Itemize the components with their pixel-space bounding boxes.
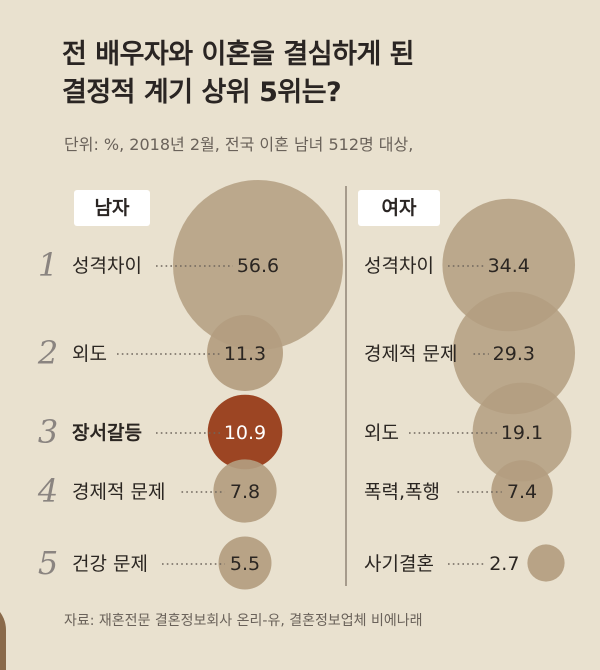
women-bubble-3	[472, 382, 572, 482]
women-category-4: 폭력,폭행	[364, 481, 440, 503]
women-value-4: 7.4	[507, 481, 537, 503]
rank-2: 2	[37, 334, 58, 372]
men-category-5: 건강 문제	[72, 553, 148, 575]
women-category-3: 외도	[364, 422, 399, 444]
women-bubble-5	[527, 544, 565, 582]
men-value-4: 7.8	[230, 481, 260, 503]
men-category-3: 장서갈등	[72, 422, 142, 444]
men-panel-label: 남자	[74, 190, 150, 226]
decorative-corner	[0, 600, 6, 670]
men-value-3: 10.9	[224, 422, 266, 444]
title-line-2: 결정적 계기 상위 5위는?	[62, 77, 342, 108]
women-value-2: 29.3	[493, 343, 535, 365]
women-value-3: 19.1	[501, 422, 543, 444]
chart-title: 전 배우자와 이혼을 결심하게 된 결정적 계기 상위 5위는?	[62, 36, 582, 112]
men-category-2: 외도	[72, 343, 107, 365]
source-note: 자료: 재혼전문 결혼정보회사 온리-유, 결혼정보업체 비에나래	[64, 613, 423, 629]
women-bubble-1	[442, 198, 576, 332]
women-category-5: 사기결혼	[364, 553, 434, 575]
men-category-1: 성격차이	[72, 255, 142, 277]
men-bubble-4	[213, 459, 277, 523]
women-value-5: 2.7	[489, 553, 519, 575]
title-line-1: 전 배우자와 이혼을 결심하게 된	[62, 39, 415, 70]
women-category-1: 성격차이	[364, 255, 434, 277]
men-bubble-2	[207, 315, 283, 391]
rank-3: 3	[38, 413, 58, 451]
men-value-2: 11.3	[224, 343, 266, 365]
rank-4: 4	[37, 472, 58, 510]
women-bubble-2	[452, 291, 576, 415]
unit-note: 단위: %, 2018년 2월, 전국 이혼 남녀 512명 대상,	[64, 135, 414, 154]
women-bubble-4	[491, 460, 553, 522]
men-bubble-3	[207, 394, 283, 470]
men-bubble-5	[218, 536, 272, 590]
men-value-1: 56.6	[237, 255, 279, 277]
women-value-1: 34.4	[488, 255, 530, 277]
rank-1: 1	[38, 246, 58, 284]
men-bubble-1	[173, 180, 343, 350]
men-category-4: 경제적 문제	[72, 481, 165, 503]
panel-divider	[345, 186, 347, 586]
bubble-chart: 1 성격차이 56.6 2 외도 11.3 3 장서갈등 10.9 4 경제적 문제 7.8 5 건강 문…	[37, 180, 576, 590]
men-value-5: 5.5	[230, 553, 260, 575]
women-category-2: 경제적 문제	[364, 343, 457, 365]
rank-5: 5	[38, 544, 58, 582]
women-panel-label: 여자	[358, 190, 440, 226]
